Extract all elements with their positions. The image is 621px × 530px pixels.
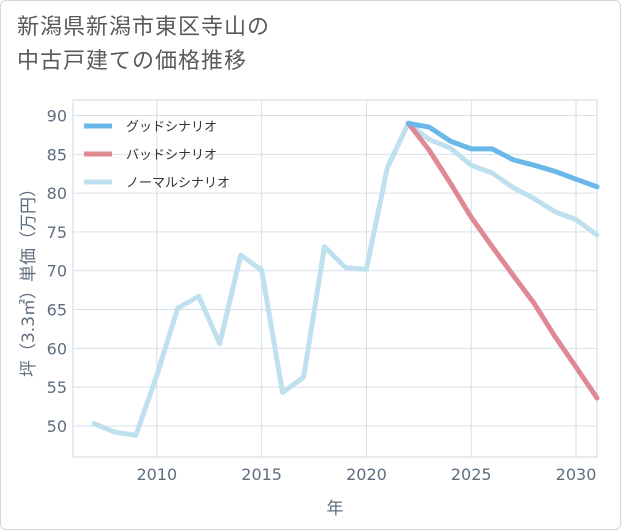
x-axis-ticks: 2010 2015 2020 2025 2030: [136, 465, 596, 484]
x-tick-label: 2020: [346, 465, 387, 484]
series-line: [405, 120, 600, 190]
y-tick-label: 65: [47, 301, 67, 320]
legend-label: グッドシナリオ: [126, 120, 217, 135]
chart-title: 新潟県新潟市東区寺山の 中古戸建ての価格推移: [17, 15, 271, 74]
legend-label: ノーマルシナリオ: [126, 176, 230, 191]
legend-label: バッドシナリオ: [126, 148, 217, 163]
x-tick-label: 2030: [556, 465, 597, 484]
y-axis-ticks: 50 55 60 65 70 75 80 85 90: [47, 107, 67, 436]
y-tick-label: 55: [47, 378, 67, 397]
y-tick-label: 90: [47, 107, 67, 126]
plot-frame: [72, 99, 598, 458]
y-tick-label: 85: [47, 145, 67, 164]
series-lines: [91, 120, 600, 438]
y-tick-label: 70: [47, 262, 67, 281]
x-tick-label: 2015: [241, 465, 282, 484]
grid: [72, 99, 598, 458]
y-tick-label: 80: [47, 184, 67, 203]
series-line: [405, 120, 600, 401]
y-axis-label: 坪（3.3㎡）単価（万円）: [19, 180, 39, 377]
y-tick-label: 75: [47, 223, 67, 242]
x-tick-label: 2025: [451, 465, 492, 484]
y-tick-label: 50: [47, 417, 67, 436]
x-axis-label: 年: [327, 499, 344, 519]
y-tick-label: 60: [47, 339, 67, 358]
x-tick-label: 2010: [136, 465, 177, 484]
series-line: [91, 120, 600, 438]
